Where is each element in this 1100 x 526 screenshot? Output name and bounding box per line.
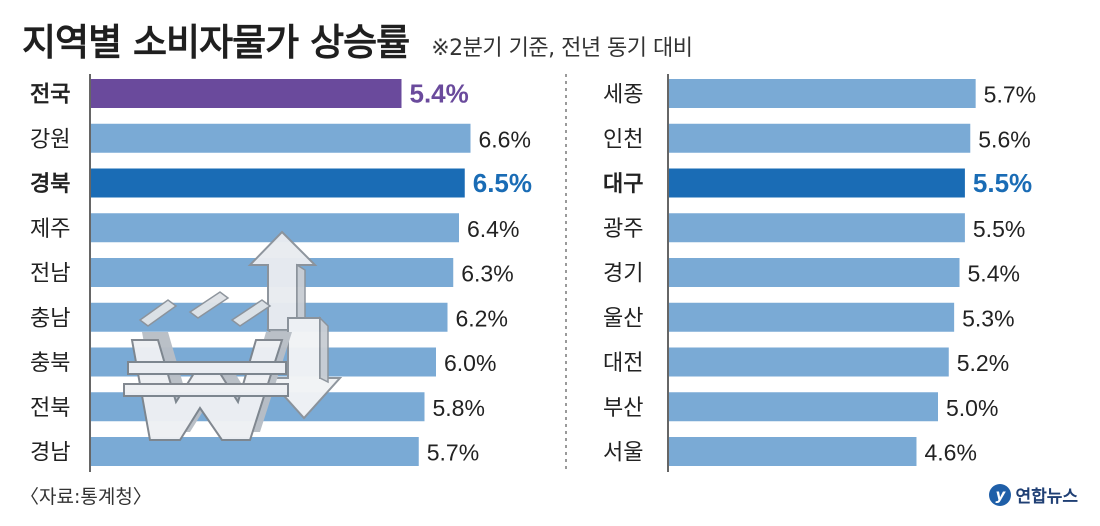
value-label: 5.5% bbox=[973, 216, 1025, 242]
value-label: 5.8% bbox=[433, 395, 485, 421]
category-label: 경남 bbox=[30, 441, 70, 466]
category-label: 전국 bbox=[30, 83, 70, 108]
category-label: 경기 bbox=[603, 262, 643, 287]
category-label: 충남 bbox=[30, 306, 70, 331]
category-label: 강원 bbox=[30, 127, 70, 152]
category-label: 전북 bbox=[30, 396, 70, 421]
category-label: 서울 bbox=[603, 441, 643, 466]
bar bbox=[669, 392, 938, 422]
category-label: 인천 bbox=[603, 127, 643, 152]
bar bbox=[669, 123, 971, 153]
chart-subtitle: ※2분기 기준, 전년 동기 대비 bbox=[431, 36, 693, 61]
bar bbox=[91, 79, 402, 108]
value-label: 6.4% bbox=[467, 216, 519, 242]
value-label: 5.0% bbox=[946, 395, 998, 421]
title-row: 지역별 소비자물가 상승률 ※2분기 기준, 전년 동기 대비 bbox=[22, 12, 693, 64]
value-label: 5.7% bbox=[984, 82, 1036, 108]
bar bbox=[669, 302, 955, 332]
category-label: 세종 bbox=[603, 83, 643, 108]
bar bbox=[669, 347, 949, 377]
bar bbox=[91, 123, 471, 153]
publisher-logo: y 연합뉴스 bbox=[989, 482, 1078, 507]
value-label: 6.3% bbox=[461, 261, 513, 287]
value-label: 5.4% bbox=[968, 261, 1020, 287]
category-label: 경북 bbox=[30, 172, 70, 197]
category-label: 제주 bbox=[30, 217, 70, 242]
won-arrows-illustration bbox=[123, 230, 343, 441]
bar bbox=[91, 213, 459, 243]
value-label: 5.7% bbox=[427, 440, 479, 466]
value-label: 4.6% bbox=[924, 440, 976, 466]
value-label: 5.4% bbox=[410, 79, 469, 109]
value-label: 6.5% bbox=[473, 168, 532, 198]
value-label: 5.5% bbox=[973, 168, 1032, 198]
won-currency-icon bbox=[123, 291, 292, 441]
bar bbox=[669, 79, 976, 108]
category-label: 전남 bbox=[30, 262, 70, 287]
value-label: 6.0% bbox=[444, 350, 496, 376]
category-label: 부산 bbox=[603, 396, 643, 421]
category-label: 광주 bbox=[603, 217, 643, 242]
right-bar-panel: 세종 5.7% 인천 5.6% 대구 5.5% 광주 5.5% 경기 5.4% 울산 5.3% 대전 5.… bbox=[603, 74, 1036, 472]
category-label: 충북 bbox=[30, 351, 70, 376]
yonhap-logo-icon: y bbox=[989, 483, 1012, 506]
value-label: 6.2% bbox=[456, 305, 508, 331]
bar bbox=[669, 437, 917, 466]
bar bbox=[669, 168, 965, 198]
value-label: 5.2% bbox=[957, 350, 1009, 376]
bar bbox=[91, 437, 419, 466]
source-note: 〈자료:통계청〉 bbox=[20, 486, 152, 508]
category-label: 울산 bbox=[603, 306, 643, 331]
bar bbox=[669, 258, 960, 287]
category-label: 대전 bbox=[603, 351, 643, 376]
category-label: 대구 bbox=[603, 172, 643, 197]
value-label: 5.3% bbox=[962, 305, 1014, 331]
value-label: 5.6% bbox=[978, 126, 1030, 152]
bar bbox=[669, 213, 965, 243]
publisher-name: 연합뉴스 bbox=[1015, 487, 1078, 507]
chart-title: 지역별 소비자물가 상승률 bbox=[22, 21, 410, 64]
value-label: 6.6% bbox=[479, 126, 531, 152]
bar bbox=[91, 168, 465, 198]
